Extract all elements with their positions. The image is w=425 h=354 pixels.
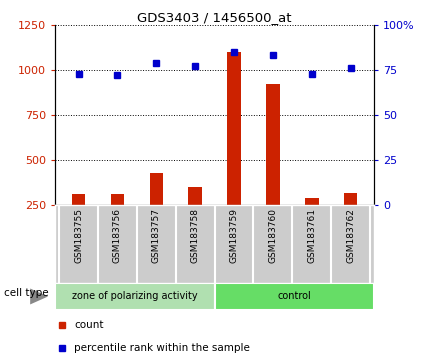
Title: GDS3403 / 1456500_at: GDS3403 / 1456500_at — [137, 11, 292, 24]
Text: zone of polarizing activity: zone of polarizing activity — [72, 291, 198, 302]
Text: control: control — [278, 291, 311, 302]
Bar — [227, 52, 241, 205]
Text: GSM183760: GSM183760 — [269, 208, 278, 263]
Text: percentile rank within the sample: percentile rank within the sample — [74, 343, 250, 353]
Polygon shape — [30, 289, 48, 304]
Text: count: count — [74, 320, 104, 330]
Bar — [72, 194, 85, 205]
Bar — [55, 283, 215, 310]
Text: GSM183755: GSM183755 — [74, 208, 83, 263]
Bar — [110, 194, 124, 205]
Text: GSM183757: GSM183757 — [152, 208, 161, 263]
Text: GSM183761: GSM183761 — [307, 208, 316, 263]
Bar — [188, 187, 202, 205]
Text: GSM183758: GSM183758 — [191, 208, 200, 263]
Bar — [305, 198, 319, 205]
Text: GSM183759: GSM183759 — [230, 208, 238, 263]
Text: GSM183756: GSM183756 — [113, 208, 122, 263]
Bar — [266, 84, 280, 205]
Text: cell type: cell type — [4, 288, 49, 298]
Bar — [215, 283, 374, 310]
Bar — [150, 173, 163, 205]
Text: GSM183762: GSM183762 — [346, 208, 355, 263]
Bar — [344, 193, 357, 205]
